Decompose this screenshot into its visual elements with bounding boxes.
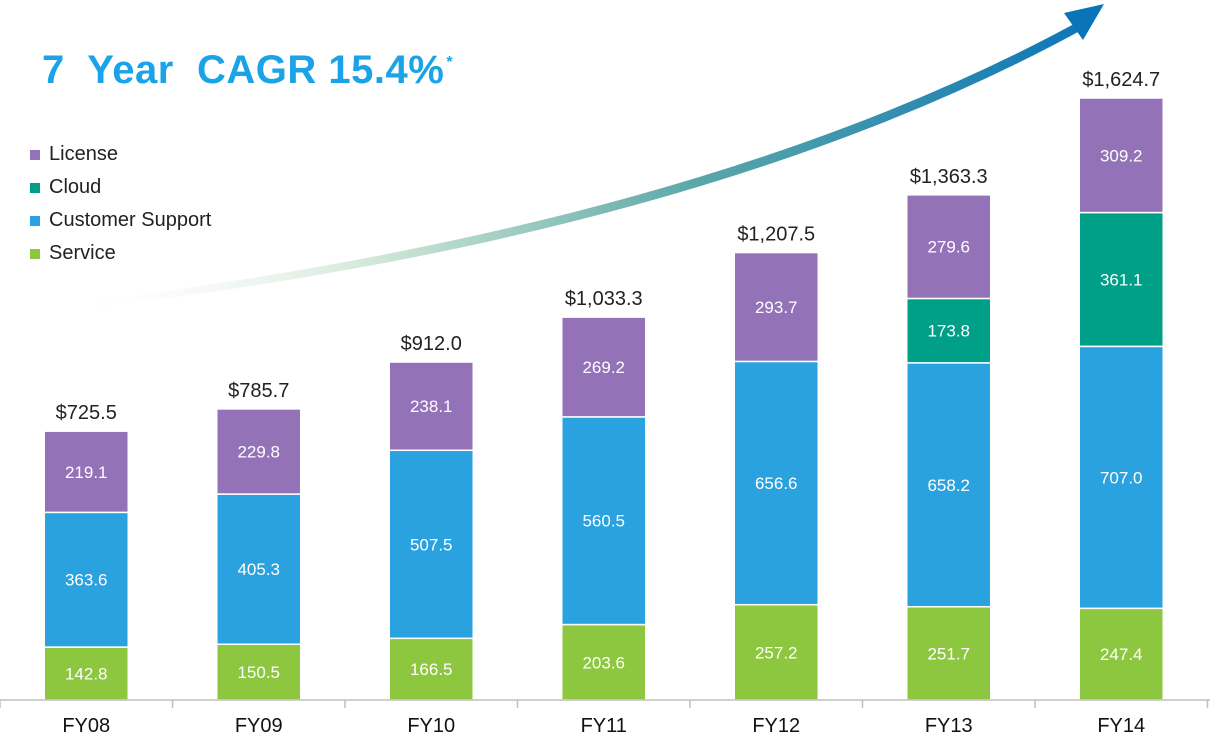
growth-trend-arrow-head — [1064, 4, 1104, 40]
bar-service-fy10 — [388, 637, 474, 701]
bar-customer-support-fy08 — [43, 511, 129, 648]
total-label-fy13: $1,363.3 — [910, 166, 988, 188]
chart-legend: License Cloud Customer Support Service — [30, 138, 211, 270]
legend-swatch-customer-support — [30, 215, 40, 226]
bar-customer-support-fy12 — [733, 360, 819, 606]
x-tick-label-fy12: FY12 — [752, 715, 800, 737]
x-axis-labels: FY08 FY09 FY10 FY11 FY12 FY13 FY14 — [62, 715, 1145, 737]
bar-service-fy11 — [561, 623, 647, 701]
legend-swatch-cloud — [30, 182, 40, 193]
data-label-license-fy14: 309.2 — [1100, 146, 1143, 165]
bar-cloud-fy14 — [1078, 211, 1164, 348]
bar-group: 142.8 363.6 219.1 150.5 405.3 229.8 166.5 507.5… — [43, 97, 1164, 701]
legend-label-customer-support: Customer Support — [49, 209, 212, 231]
x-tick-label-fy09: FY09 — [235, 715, 283, 737]
legend-label-cloud: Cloud — [49, 176, 102, 198]
data-label-service-fy09: 150.5 — [237, 663, 280, 682]
legend-item-cloud: Cloud — [30, 171, 211, 204]
bar-service-fy12 — [733, 603, 819, 701]
total-label-fy11: $1,033.3 — [565, 288, 643, 310]
total-label-fy09: $785.7 — [228, 380, 289, 402]
bar-total-labels: $725.5 $785.7 $912.0 $1,033.3 $1,207.5 $1,363… — [56, 69, 1161, 424]
x-tick-label-fy14: FY14 — [1097, 715, 1145, 737]
growth-trend-arrow — [55, 4, 1104, 312]
data-label-cloud-fy14: 361.1 — [1100, 270, 1143, 289]
bar-license-fy10 — [388, 361, 474, 452]
data-label-license-fy11: 269.2 — [582, 358, 625, 377]
x-tick-label-fy08: FY08 — [62, 715, 110, 737]
data-label-service-fy12: 257.2 — [755, 643, 798, 662]
data-label-service-fy13: 251.7 — [927, 644, 970, 663]
bar-license-fy08 — [43, 430, 129, 514]
data-label-customer-support-fy09: 405.3 — [237, 560, 280, 579]
bar-license-fy09 — [216, 408, 302, 495]
total-label-fy14: $1,624.7 — [1082, 69, 1160, 91]
bar-license-fy13 — [906, 194, 992, 300]
data-label-license-fy10: 238.1 — [410, 397, 453, 416]
bar-cloud-fy13 — [906, 297, 992, 364]
bar-customer-support-fy09 — [216, 493, 302, 645]
data-label-license-fy08: 219.1 — [65, 463, 108, 482]
cagr-headline-text: 7 Year CAGR 15.4% — [42, 48, 445, 92]
legend-label-service: Service — [49, 242, 116, 264]
bar-license-fy12 — [733, 251, 819, 363]
x-tick-label-fy10: FY10 — [407, 715, 455, 737]
x-tick-label-fy11: FY11 — [581, 715, 627, 737]
data-label-license-fy09: 229.8 — [237, 442, 280, 461]
legend-item-license: License — [30, 138, 211, 171]
bar-license-fy11 — [561, 316, 647, 418]
legend-label-license: License — [49, 143, 118, 165]
data-label-customer-support-fy11: 560.5 — [582, 512, 625, 531]
bar-customer-support-fy10 — [388, 449, 474, 640]
data-label-customer-support-fy10: 507.5 — [410, 535, 453, 554]
bar-customer-support-fy14 — [1078, 345, 1164, 610]
x-tick-label-fy13: FY13 — [925, 715, 973, 737]
total-label-fy08: $725.5 — [56, 402, 117, 424]
cagr-footnote-mark: * — [446, 54, 454, 71]
legend-item-customer-support: Customer Support — [30, 204, 211, 237]
legend-item-service: Service — [30, 237, 211, 270]
data-label-customer-support-fy12: 656.6 — [755, 474, 798, 493]
bar-license-fy14 — [1078, 97, 1164, 214]
data-label-service-fy08: 142.8 — [65, 665, 108, 684]
data-label-cloud-fy13: 173.8 — [927, 322, 970, 341]
data-label-license-fy12: 293.7 — [755, 298, 798, 317]
cagr-headline: 7 Year CAGR 15.4% * — [42, 48, 453, 93]
data-label-license-fy13: 279.6 — [927, 238, 970, 257]
data-label-service-fy11: 203.6 — [582, 653, 625, 672]
data-label-customer-support-fy08: 363.6 — [65, 571, 108, 590]
data-label-customer-support-fy13: 658.2 — [927, 476, 970, 495]
legend-swatch-license — [30, 149, 40, 160]
total-label-fy12: $1,207.5 — [737, 224, 815, 246]
total-label-fy10: $912.0 — [401, 333, 462, 355]
data-label-service-fy14: 247.4 — [1100, 645, 1143, 664]
bar-customer-support-fy11 — [561, 416, 647, 626]
data-label-service-fy10: 166.5 — [410, 660, 453, 679]
bar-customer-support-fy13 — [906, 362, 992, 608]
x-axis-ticks — [0, 700, 1209, 708]
data-label-customer-support-fy14: 707.0 — [1100, 468, 1143, 487]
legend-swatch-service — [30, 248, 40, 259]
